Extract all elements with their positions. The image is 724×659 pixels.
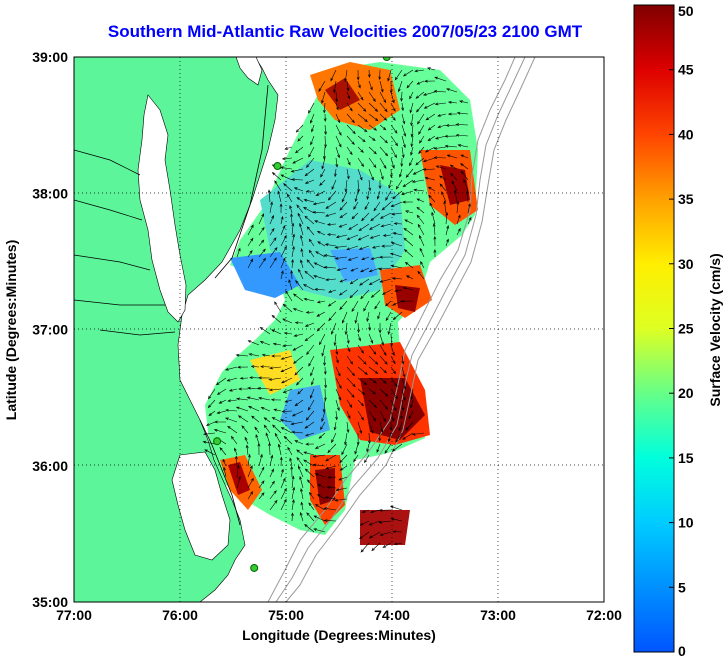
y-tick-label: 35:00 bbox=[32, 594, 68, 610]
x-axis-ticks: 77:00 76:00 75:00 74:00 73:00 72:00 bbox=[56, 607, 622, 623]
colorbar-tick-label: 5 bbox=[678, 579, 686, 595]
chart-title: Southern Mid-Atlantic Raw Velocities 200… bbox=[107, 22, 583, 41]
velocity-arrows bbox=[202, 67, 472, 553]
colorbar-tick-label: 10 bbox=[678, 515, 694, 531]
chesapeake-bay bbox=[137, 94, 187, 323]
y-tick-label: 38:00 bbox=[32, 185, 68, 201]
radar-stations bbox=[213, 57, 391, 572]
colorbar-tick-label: 20 bbox=[678, 385, 694, 401]
x-axis-label: Longitude (Degrees:Minutes) bbox=[242, 627, 436, 643]
colorbar-ticks: 0 5 10 15 20 25 30 35 40 45 50 bbox=[669, 3, 694, 659]
y-axis-label: Latitude (Degrees:Minutes) bbox=[3, 240, 19, 420]
x-tick-label: 75:00 bbox=[268, 607, 304, 623]
y-tick-label: 37:00 bbox=[32, 322, 68, 338]
x-tick-label: 74:00 bbox=[374, 607, 410, 623]
y-axis-ticks: 35:00 36:00 37:00 38:00 39:00 bbox=[32, 49, 68, 610]
station-marker bbox=[382, 57, 391, 61]
x-tick-label: 72:00 bbox=[586, 607, 622, 623]
delaware-bay bbox=[235, 57, 263, 86]
x-tick-label: 73:00 bbox=[480, 607, 516, 623]
colorbar bbox=[633, 4, 675, 653]
colorbar-tick-label: 25 bbox=[678, 321, 694, 337]
pamlico-sound bbox=[171, 451, 231, 561]
colorbar-tick-label: 35 bbox=[678, 191, 694, 207]
station-marker bbox=[213, 437, 222, 446]
colorbar-tick-label: 0 bbox=[678, 643, 686, 659]
y-tick-label: 39:00 bbox=[32, 49, 68, 65]
y-tick-label: 36:00 bbox=[32, 458, 68, 474]
station-marker bbox=[273, 162, 282, 170]
colorbar-tick-label: 15 bbox=[678, 450, 694, 466]
station-marker bbox=[250, 563, 259, 572]
colorbar-tick-label: 40 bbox=[678, 126, 694, 142]
lat-lon-grid bbox=[74, 57, 604, 602]
x-tick-label: 76:00 bbox=[162, 607, 198, 623]
plot-border bbox=[73, 56, 605, 603]
bathymetry-contours bbox=[267, 57, 536, 602]
colorbar-tick-label: 50 bbox=[678, 3, 694, 19]
x-tick-label: 77:00 bbox=[56, 607, 92, 623]
colorbar-tick-label: 45 bbox=[678, 62, 694, 78]
colorbar-label: Surface Velocity (cm/s) bbox=[707, 253, 723, 406]
velocity-arrow-set bbox=[202, 67, 472, 553]
colorbar-tick-label: 30 bbox=[678, 256, 694, 272]
